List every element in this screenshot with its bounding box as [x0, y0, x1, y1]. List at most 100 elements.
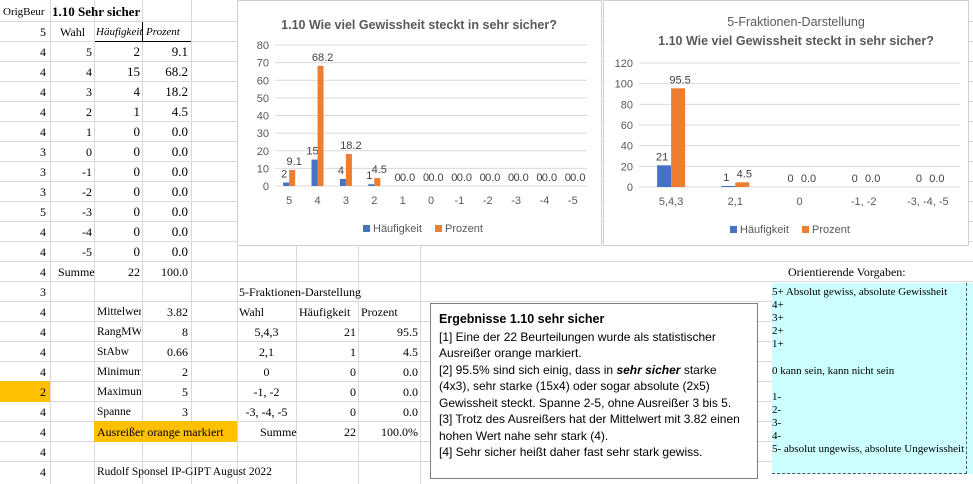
row-wahl: -2 [82, 185, 92, 199]
stat-value: 3.82 [167, 305, 188, 319]
data-label: 0 [451, 172, 457, 184]
y-tick-label: 40 [257, 111, 269, 123]
bar-haeufigkeit [311, 159, 318, 186]
row-haeufigkeit: 0 [133, 164, 141, 179]
vorgabe-line: 3- [772, 417, 782, 429]
five-summe-label: Summe [260, 425, 297, 439]
data-label: 0.0 [485, 172, 500, 184]
y-tick-label: 50 [257, 93, 269, 105]
row-haeufigkeit: 2 [133, 44, 141, 59]
five-row-wahl: -1, -2 [253, 385, 280, 399]
row-wahl: -3 [82, 205, 92, 219]
y-tick-label: 0 [263, 181, 269, 193]
five-row-haeufigkeit: 0 [350, 365, 356, 379]
row-origbeur: 4 [40, 225, 46, 239]
row-haeufigkeit: 0 [133, 244, 141, 259]
data-label: 0 [916, 173, 922, 185]
row-wahl: -4 [82, 225, 92, 239]
row-prozent: 18.2 [165, 84, 188, 99]
data-label: 0.0 [865, 173, 880, 185]
row-haeufigkeit: 4 [133, 84, 141, 99]
origbeur-cell: 4 [40, 405, 46, 419]
bar-haeufigkeit [721, 185, 736, 187]
chart2-svg: 5-Fraktionen-Darstellung 1.10 Wie viel G… [615, 15, 960, 236]
x-tick-label: -2 [483, 195, 493, 207]
legend-label: Häufigkeit [740, 224, 789, 236]
row-haeufigkeit: 0 [133, 184, 141, 199]
row-origbeur: 5 [40, 205, 46, 219]
five-summe-haeufigkeit: 22 [344, 425, 356, 439]
origbeur-cell: 4 [40, 325, 46, 339]
legend-swatch [435, 225, 442, 232]
stat-value: 8 [182, 325, 188, 339]
results-p2-emphasis: sehr sicher [616, 362, 681, 377]
summe-haeufigkeit: 22 [128, 265, 140, 279]
col-header-prozent: Prozent [146, 26, 180, 38]
five-row-prozent: 4.5 [403, 345, 418, 359]
x-tick-label: 2,1 [728, 196, 743, 208]
five-table-title: 5-Fraktionen-Darstellung [239, 285, 361, 299]
x-tick-label: 4 [314, 195, 320, 207]
results-p4: [4] Sehr sicher heißt daher fast sehr st… [439, 445, 703, 459]
data-label: 0 [536, 172, 542, 184]
row-prozent: 0.0 [171, 164, 188, 179]
origbeur-cell: 4 [40, 365, 46, 379]
y-tick-label: 120 [615, 58, 633, 70]
row-prozent: 0.0 [171, 244, 188, 259]
vorgabe-line: 1+ [772, 338, 784, 351]
bar-prozent [317, 65, 324, 186]
row-prozent: 4.5 [171, 104, 188, 119]
bar-haeufigkeit [368, 184, 375, 186]
five-row-prozent: 0.0 [403, 385, 418, 399]
row-haeufigkeit: 0 [133, 144, 141, 159]
row-origbeur: 4 [40, 45, 46, 59]
stat-label: RangMW [97, 326, 141, 338]
x-tick-label: 0 [428, 195, 434, 207]
row-wahl: 1 [86, 125, 92, 139]
five-row-wahl: 2,1 [259, 345, 274, 359]
data-label: 21 [656, 151, 668, 163]
y-tick-label: 10 [257, 163, 269, 175]
row-origbeur: 4 [40, 125, 46, 139]
x-tick-label: -1 [454, 195, 464, 207]
vorgabe-line: 4+ [772, 299, 784, 312]
five-header-wahl: Wahl [239, 305, 265, 319]
data-label: 4 [338, 165, 344, 177]
data-label: 0 [423, 172, 429, 184]
data-label: 15 [306, 146, 318, 158]
chart2-title-line1: 5-Fraktionen-Darstellung [727, 15, 865, 29]
vorgaben-box [772, 283, 973, 474]
legend-label: Häufigkeit [373, 223, 422, 235]
data-label: 2 [281, 168, 287, 180]
data-label: 0 [787, 173, 793, 185]
results-p3: [3] Trotz des Ausreißers hat der Mittelw… [439, 412, 740, 443]
bar-prozent [289, 169, 296, 186]
vorgabe-line: 2- [772, 403, 782, 416]
y-tick-label: 20 [257, 146, 269, 158]
legend-swatch [363, 225, 370, 232]
row-origbeur: 4 [40, 65, 46, 79]
y-tick-label: 60 [257, 75, 269, 87]
row-wahl: -1 [82, 165, 92, 179]
row-origbeur: 3 [40, 165, 46, 179]
five-row-haeufigkeit: 0 [350, 405, 356, 419]
credit: Rudolf Sponsel IP-GIPT August 2022 [97, 466, 272, 478]
stat-value: 2 [182, 365, 188, 379]
data-label: 1 [723, 172, 729, 184]
row-origbeur: 3 [40, 145, 46, 159]
five-row-wahl: -3, -4, -5 [245, 405, 288, 419]
row-haeufigkeit: 1 [133, 104, 141, 119]
data-label: 0.0 [400, 172, 415, 184]
row-origbeur: 4 [40, 245, 46, 259]
row-wahl: 4 [86, 65, 92, 79]
x-tick-label: 1 [400, 195, 406, 207]
vorgabe-line: 1- [772, 390, 782, 403]
row-wahl: -5 [82, 245, 92, 259]
legend-swatch [730, 226, 737, 233]
stat-label: Minimum [97, 366, 141, 378]
vorgabe-line: 0 kann sein, kann nicht sein [772, 364, 895, 377]
data-label: 68.2 [312, 52, 333, 64]
y-tick-label: 60 [621, 120, 633, 132]
row-haeufigkeit: 0 [133, 224, 141, 239]
x-tick-label: 2 [371, 195, 377, 207]
